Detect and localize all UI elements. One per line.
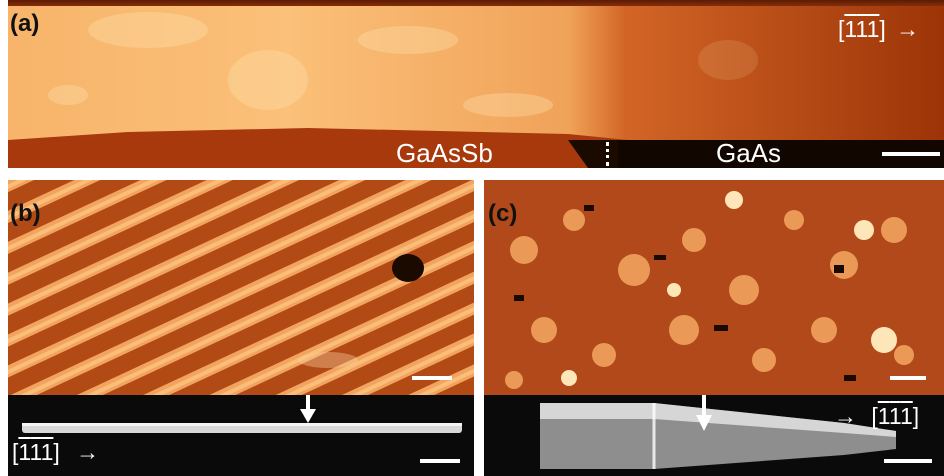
panel-b-stm-image: (b) bbox=[8, 180, 474, 395]
direction-digit-1: 1 bbox=[18, 439, 31, 465]
panel-c-afm-graphic bbox=[484, 180, 944, 395]
direction-digit-2: 1 bbox=[30, 439, 42, 465]
direction-digit-3: 1 bbox=[867, 16, 880, 42]
direction-open-bracket: [ bbox=[838, 16, 845, 42]
panel-b-sem-scale-bar bbox=[420, 459, 460, 463]
direction-digit-2: 1 bbox=[889, 403, 901, 429]
direction-open-bracket: [ bbox=[871, 403, 878, 429]
gaassb-label: GaAsSb bbox=[396, 138, 493, 168]
direction-arrow-icon: → bbox=[76, 439, 100, 465]
direction-close-bracket: ] bbox=[879, 16, 886, 42]
panel-a-stm-image: (a) [111] → GaAsSb GaAs bbox=[8, 0, 944, 168]
panel-c-sem-graphic bbox=[540, 395, 896, 469]
direction-close-bracket: ] bbox=[912, 403, 920, 429]
panel-a-label: (a) bbox=[10, 10, 40, 37]
direction-digit-1: 1 bbox=[877, 403, 890, 429]
direction-arrow-icon: → bbox=[834, 403, 857, 429]
panel-a-afm-graphic bbox=[8, 0, 944, 168]
interface-marker bbox=[606, 142, 609, 166]
direction-digit-3: 1 bbox=[41, 439, 54, 465]
direction-open-bracket: [ bbox=[12, 439, 19, 465]
direction-digit-1: 1 bbox=[844, 16, 857, 42]
direction-close-bracket: ] bbox=[53, 439, 60, 465]
panel-b-sem-graphic bbox=[22, 395, 462, 433]
panel-a-direction-label: [111] → bbox=[838, 18, 919, 41]
panel-c-stm-image: (c) bbox=[484, 180, 944, 395]
gaas-label: GaAs bbox=[716, 138, 782, 168]
panel-b-afm-graphic bbox=[8, 180, 474, 395]
panel-b-sem-image: [111] → bbox=[8, 395, 474, 476]
panel-c-sem-image: → [111] bbox=[484, 395, 944, 476]
panel-b-label: (b) bbox=[10, 200, 41, 227]
panel-b-direction-label: [111] → bbox=[12, 441, 99, 464]
panel-a-scale-bar bbox=[882, 152, 940, 156]
panel-c-label: (c) bbox=[488, 200, 518, 227]
panel-c-direction-label: → [111] bbox=[834, 405, 919, 428]
direction-digit-3: 1 bbox=[900, 403, 913, 429]
panel-b-scale-bar bbox=[412, 376, 452, 380]
panel-c-sem-scale-bar bbox=[884, 459, 932, 463]
direction-digit-2: 1 bbox=[856, 16, 868, 42]
panel-c-scale-bar bbox=[890, 376, 926, 380]
direction-arrow-icon: → bbox=[896, 16, 920, 42]
